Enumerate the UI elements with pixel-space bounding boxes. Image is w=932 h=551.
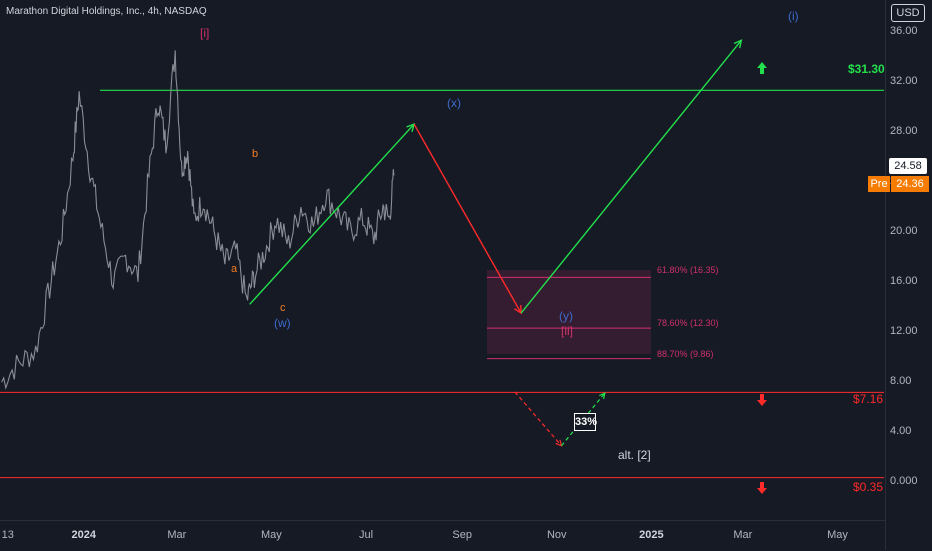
chart-title: Marathon Digital Holdings, Inc., 4h, NAS… bbox=[6, 6, 207, 17]
time-tick-label: May bbox=[827, 529, 848, 541]
time-axis[interactable] bbox=[0, 520, 885, 551]
wave-label-a: a bbox=[231, 263, 238, 275]
time-tick-label: Nov bbox=[546, 529, 567, 541]
time-tick-label: 2025 bbox=[639, 529, 664, 541]
currency-button[interactable]: USD bbox=[891, 4, 925, 22]
target-zone-box bbox=[487, 270, 651, 354]
last-price-tag: 24.58 bbox=[889, 158, 927, 174]
price-tick-label: 0.000 bbox=[890, 475, 918, 487]
alt-wave-label: alt. [2] bbox=[618, 448, 651, 462]
wave-label-b: b bbox=[252, 148, 259, 160]
fib-label-887: 88.70% (9.86) bbox=[657, 349, 714, 359]
wave-label-w: (w) bbox=[274, 316, 291, 330]
premarket-label-tag: Pre bbox=[868, 176, 890, 192]
time-tick-label: May bbox=[261, 529, 282, 541]
price-tick-label: 16.00 bbox=[890, 274, 918, 287]
wave-label-ii: [ii] bbox=[561, 324, 573, 338]
price-axis[interactable] bbox=[885, 0, 932, 550]
projection-wave-i-line bbox=[520, 39, 742, 314]
price-tick-label: 32.00 bbox=[890, 74, 918, 87]
fib-label-618: 61.80% (16.35) bbox=[657, 265, 719, 275]
wave-label-x: (x) bbox=[447, 96, 461, 110]
price-tick-label: 20.00 bbox=[890, 224, 918, 237]
price-tick-label: 8.00 bbox=[890, 374, 912, 387]
wave-label-i-blue: (i) bbox=[788, 9, 799, 23]
price-series bbox=[1, 50, 395, 390]
support-level-1-label: $7.16 bbox=[853, 392, 884, 406]
price-tick-label: 28.00 bbox=[890, 124, 918, 137]
price-line bbox=[1, 50, 395, 390]
time-tick-label: 2024 bbox=[71, 529, 96, 541]
fib-label-786: 78.60% (12.30) bbox=[657, 318, 719, 328]
premarket-price-tag: 24.36 bbox=[891, 176, 929, 192]
time-tick-label: Jul bbox=[358, 529, 374, 541]
time-tick-label: 13 bbox=[1, 529, 14, 541]
alt-projection-up-line bbox=[560, 392, 606, 447]
time-tick-label: Sep bbox=[452, 529, 472, 541]
wave-label-i-red: [i] bbox=[200, 26, 210, 40]
projection-wave-i-line-arrowhead bbox=[733, 39, 743, 49]
alt-projection-up-line-arrowhead bbox=[599, 392, 606, 400]
wave-label-c: c bbox=[280, 302, 286, 314]
price-tick-label: 36.00 bbox=[890, 24, 918, 37]
probability-badge: 33% bbox=[574, 413, 597, 431]
time-tick-label: Mar bbox=[167, 529, 187, 541]
resistance-level-label: $31.30 bbox=[848, 62, 885, 76]
projection-wave-x-line bbox=[249, 123, 415, 305]
price-tick-label: 4.00 bbox=[890, 424, 912, 437]
arrow-down-icon bbox=[757, 394, 767, 406]
projection-wave-y-line bbox=[413, 123, 522, 314]
arrow-down-icon bbox=[757, 482, 767, 494]
time-tick-label: Mar bbox=[733, 529, 753, 541]
alt-projection-down-line bbox=[514, 391, 562, 447]
price-tick-label: 12.00 bbox=[890, 324, 918, 337]
wave-label-y: (y) bbox=[559, 309, 573, 323]
arrow-up-icon bbox=[757, 62, 767, 74]
support-level-2-label: $0.35 bbox=[853, 480, 884, 494]
